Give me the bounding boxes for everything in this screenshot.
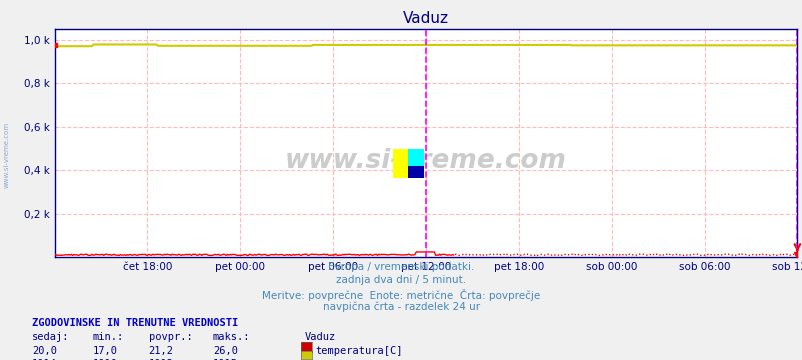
Polygon shape (392, 149, 407, 178)
Text: 26,0: 26,0 (213, 346, 237, 356)
Text: Evropa / vremenski podatki.: Evropa / vremenski podatki. (328, 262, 474, 272)
Text: Vaduz: Vaduz (305, 332, 336, 342)
Text: Meritve: povprečne  Enote: metrične  Črta: povprečje: Meritve: povprečne Enote: metrične Črta:… (262, 289, 540, 301)
Text: 1015: 1015 (213, 359, 237, 360)
Text: 20,0: 20,0 (32, 346, 57, 356)
Polygon shape (407, 166, 423, 178)
Text: zadnja dva dni / 5 minut.: zadnja dva dni / 5 minut. (336, 275, 466, 285)
Text: 21,2: 21,2 (148, 346, 173, 356)
Text: tlak[hPa]: tlak[hPa] (315, 359, 371, 360)
Text: 1010: 1010 (92, 359, 117, 360)
Text: sedaj:: sedaj: (32, 332, 70, 342)
Title: Vaduz: Vaduz (403, 11, 448, 26)
Text: maks.:: maks.: (213, 332, 250, 342)
Text: 17,0: 17,0 (92, 346, 117, 356)
Text: povpr.:: povpr.: (148, 332, 192, 342)
Polygon shape (407, 149, 423, 166)
Text: 1014: 1014 (32, 359, 57, 360)
Text: ZGODOVINSKE IN TRENUTNE VREDNOSTI: ZGODOVINSKE IN TRENUTNE VREDNOSTI (32, 318, 238, 328)
Text: 1013: 1013 (148, 359, 173, 360)
Text: www.si-vreme.com: www.si-vreme.com (285, 148, 566, 174)
Text: navpična črta - razdelek 24 ur: navpična črta - razdelek 24 ur (322, 302, 480, 312)
Text: www.si-vreme.com: www.si-vreme.com (3, 122, 10, 188)
Text: min.:: min.: (92, 332, 124, 342)
Text: temperatura[C]: temperatura[C] (315, 346, 403, 356)
